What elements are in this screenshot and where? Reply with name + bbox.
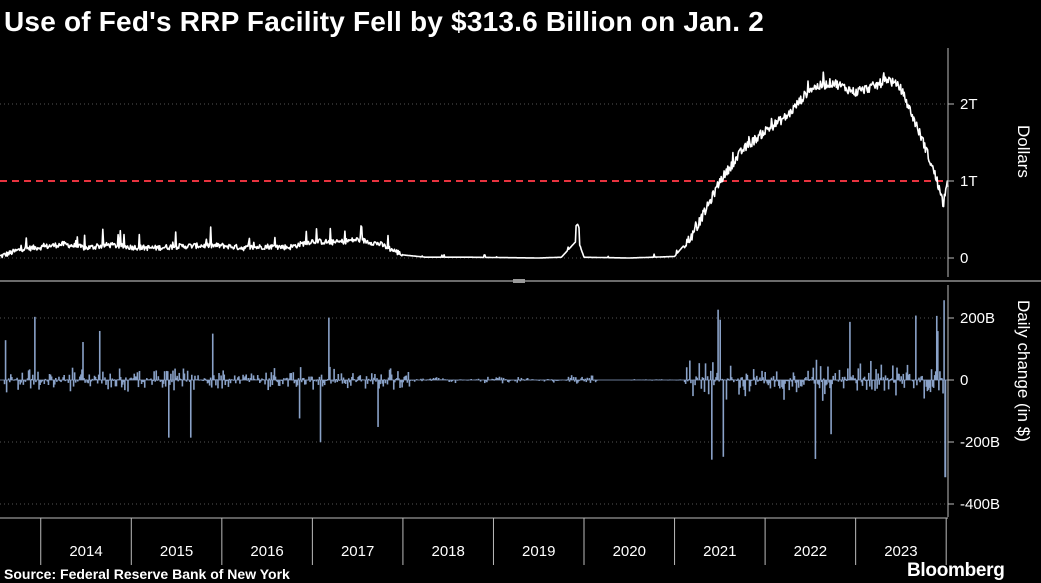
- xtick-label: 2014: [69, 543, 102, 560]
- xtick-label: 2017: [341, 543, 374, 560]
- grid-layer: [0, 103, 1041, 505]
- xtick-label: 2018: [432, 543, 465, 560]
- xtick-label: 2021: [703, 543, 736, 560]
- top-ytick-label: 0: [960, 250, 968, 267]
- rrp-level-line-layer: [0, 71, 949, 259]
- xtick-label: 2015: [160, 543, 193, 560]
- panel-resize-handle: [513, 279, 525, 283]
- top-ytick-label: 2T: [960, 96, 978, 113]
- bottom-ytick-label: -400B: [960, 496, 1000, 513]
- bottom-ylabel: Daily change (in $): [1014, 300, 1033, 442]
- bottom-ytick-label: 0: [960, 372, 968, 389]
- xtick-label: 2016: [250, 543, 283, 560]
- xtick-label: 2022: [794, 543, 827, 560]
- xtick-label: 2019: [522, 543, 555, 560]
- top-ytick-label: 1T: [960, 173, 978, 190]
- source-note: Source: Federal Reserve Bank of New York: [4, 566, 290, 582]
- axes-layer: [0, 48, 954, 565]
- rrp-level-line: [0, 71, 949, 259]
- chart-title: Use of Fed's RRP Facility Fell by $313.6…: [4, 6, 764, 37]
- tick-labels: 0 1T 2T 200B 0 -200B -400B 2014 2015 2016 2017 2018…: [69, 96, 1000, 560]
- bottom-ytick-label: 200B: [960, 310, 995, 327]
- bottom-ytick-label: -200B: [960, 434, 1000, 451]
- xtick-label: 2020: [613, 543, 646, 560]
- daily-change-bars: [3, 300, 947, 478]
- bloomberg-logo: Bloomberg: [907, 560, 1005, 581]
- top-ylabel: Dollars: [1014, 125, 1033, 178]
- xtick-label: 2023: [884, 543, 917, 560]
